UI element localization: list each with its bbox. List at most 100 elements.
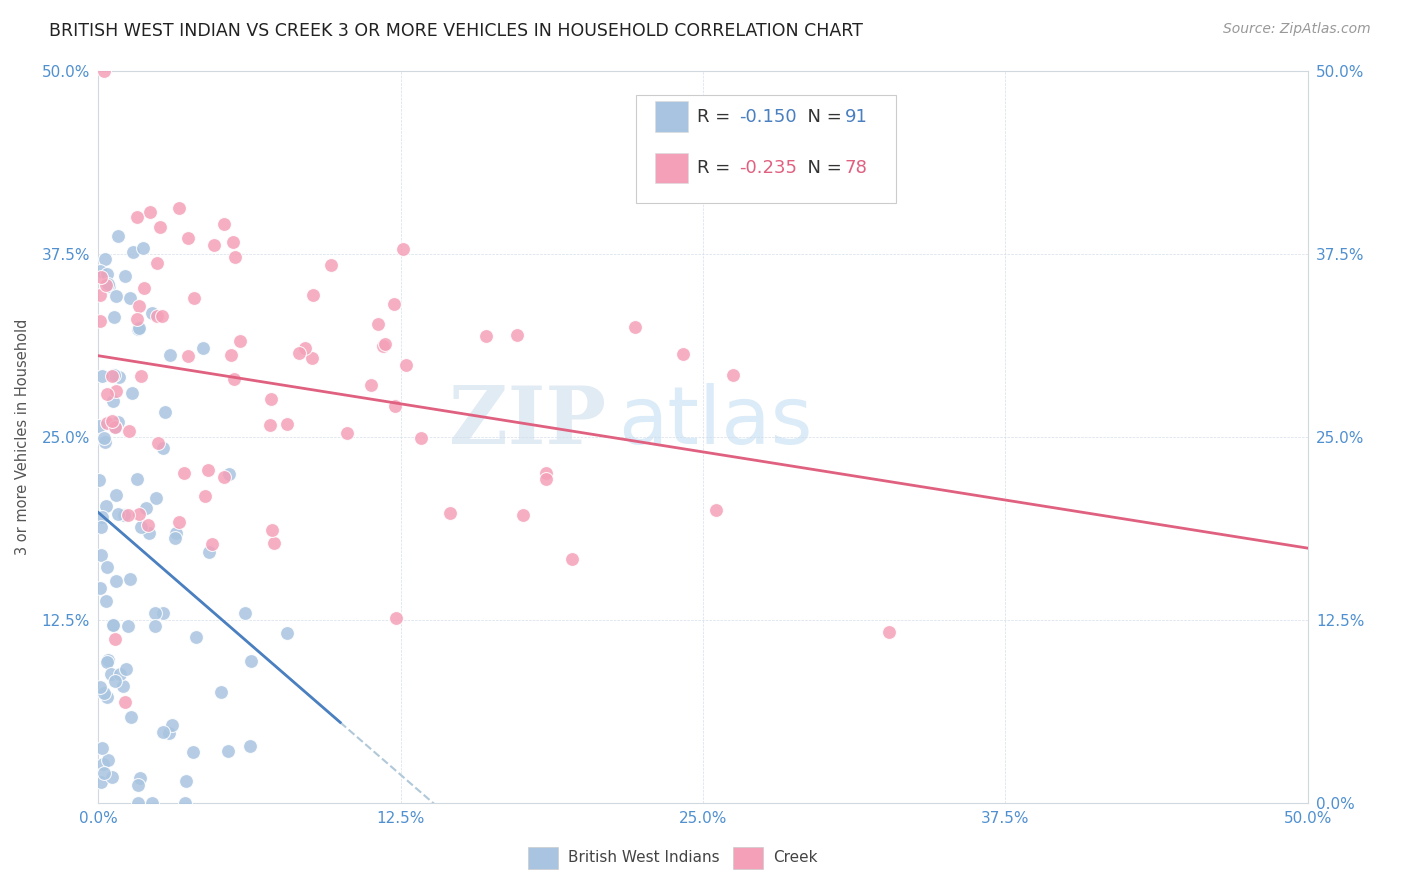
Text: 78: 78 xyxy=(845,159,868,177)
Point xyxy=(534,472,557,486)
Text: N =: N = xyxy=(796,159,848,177)
Point xyxy=(319,258,342,272)
Point xyxy=(97,277,120,292)
Point xyxy=(103,618,125,632)
Point xyxy=(127,322,149,336)
Point xyxy=(129,368,152,383)
Point xyxy=(101,770,124,784)
Point xyxy=(132,281,155,295)
Y-axis label: 3 or more Vehicles in Household: 3 or more Vehicles in Household xyxy=(15,319,31,555)
Point xyxy=(103,310,125,324)
Point xyxy=(145,491,167,505)
Point xyxy=(136,518,159,533)
Point xyxy=(409,431,432,445)
Point xyxy=(90,774,112,789)
Point xyxy=(219,348,242,362)
Point xyxy=(160,718,183,732)
Point xyxy=(534,466,557,480)
Point xyxy=(115,662,138,676)
Point xyxy=(118,424,141,438)
Point xyxy=(294,341,316,355)
Point xyxy=(191,341,214,355)
Point xyxy=(128,771,150,785)
Point xyxy=(93,765,115,780)
FancyBboxPatch shape xyxy=(637,95,897,203)
Point xyxy=(104,419,127,434)
Point xyxy=(146,310,169,324)
Point xyxy=(103,393,125,408)
Point xyxy=(118,291,141,305)
Point xyxy=(360,378,382,392)
Point xyxy=(90,269,112,284)
Point xyxy=(263,535,285,549)
Point xyxy=(143,619,166,633)
Point xyxy=(218,467,240,481)
Point xyxy=(114,695,136,709)
Point xyxy=(97,653,120,667)
Point xyxy=(89,581,111,595)
Point xyxy=(121,245,143,260)
Text: N =: N = xyxy=(796,108,848,126)
Point xyxy=(287,345,309,359)
Point xyxy=(101,618,124,632)
Point xyxy=(90,520,112,534)
FancyBboxPatch shape xyxy=(734,847,763,869)
Point xyxy=(201,537,224,551)
Point xyxy=(112,679,135,693)
Point xyxy=(96,417,118,431)
Point xyxy=(97,279,120,293)
Point xyxy=(104,673,127,688)
Point xyxy=(89,419,111,434)
Point xyxy=(112,508,135,522)
Point xyxy=(94,434,117,449)
Point xyxy=(97,753,120,767)
Point xyxy=(165,531,187,545)
Point xyxy=(104,574,127,588)
Point xyxy=(104,632,127,647)
Text: ZIP: ZIP xyxy=(450,384,606,461)
Point xyxy=(214,217,236,231)
Point xyxy=(141,306,163,320)
Point xyxy=(89,681,111,695)
Point xyxy=(90,369,112,384)
Point xyxy=(302,288,325,302)
Point xyxy=(120,572,142,586)
Point xyxy=(104,384,127,398)
Point xyxy=(94,252,117,267)
Point xyxy=(336,426,359,441)
Point xyxy=(167,516,190,530)
Point xyxy=(127,778,149,792)
Point xyxy=(439,506,461,520)
Point xyxy=(138,526,160,541)
Point xyxy=(159,348,181,362)
Point xyxy=(127,311,149,326)
Point xyxy=(177,231,200,245)
Point xyxy=(561,551,583,566)
Text: R =: R = xyxy=(697,108,735,126)
Point xyxy=(125,210,148,224)
Point xyxy=(276,625,298,640)
Point xyxy=(222,235,245,249)
Point xyxy=(167,202,190,216)
Point xyxy=(152,441,174,455)
Point xyxy=(704,502,727,516)
Point xyxy=(395,358,418,372)
Point xyxy=(101,414,124,428)
Point xyxy=(392,242,415,256)
Point xyxy=(117,619,139,633)
Point xyxy=(108,666,131,681)
Point xyxy=(233,606,256,620)
Point xyxy=(94,594,117,608)
Point xyxy=(374,337,396,351)
Point xyxy=(103,368,125,382)
Point xyxy=(148,436,170,450)
Point xyxy=(194,489,217,503)
Point xyxy=(371,339,394,353)
Point xyxy=(212,469,235,483)
Point xyxy=(128,508,150,522)
Text: R =: R = xyxy=(697,159,735,177)
Point xyxy=(512,508,534,523)
Point xyxy=(89,288,111,302)
Point xyxy=(121,386,143,401)
Point xyxy=(96,690,118,704)
